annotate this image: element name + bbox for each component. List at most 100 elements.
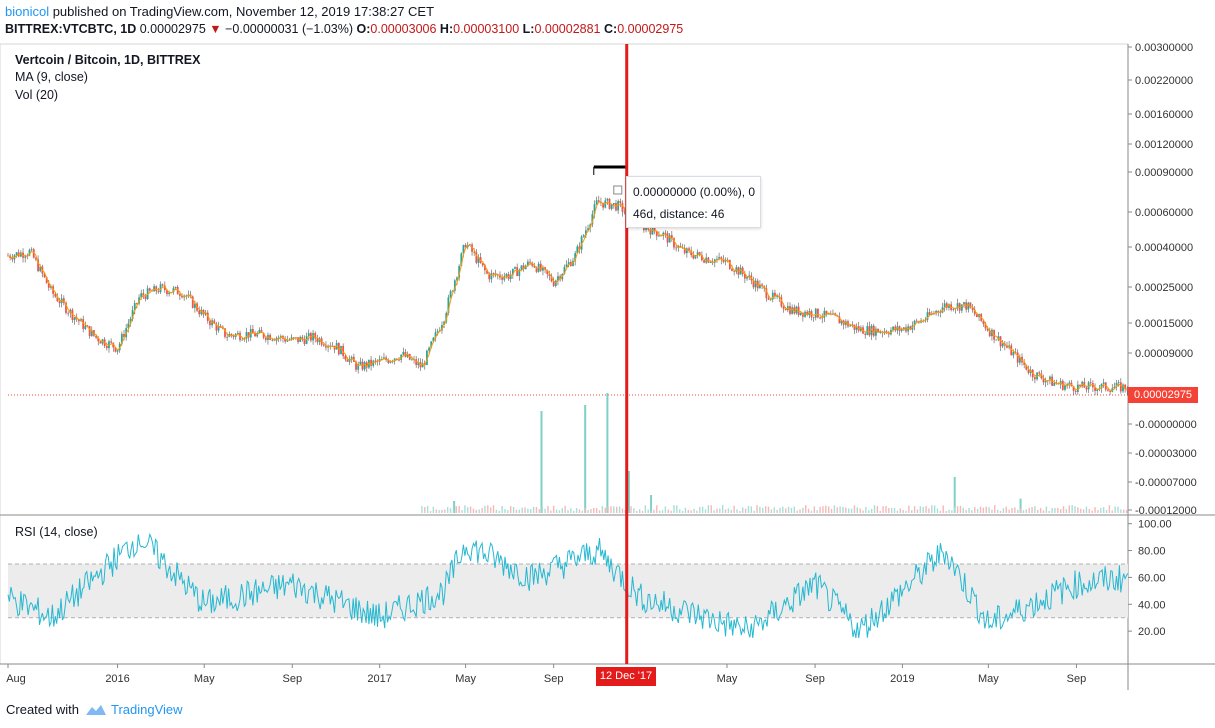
candle-body	[346, 359, 349, 362]
candle-body	[129, 318, 132, 324]
rsi-legend[interactable]: RSI (14, close)	[15, 525, 98, 539]
volume-bar	[544, 508, 546, 513]
candle-body	[793, 307, 796, 314]
candle-body	[868, 326, 871, 336]
volume-bar	[1042, 510, 1045, 513]
volume-bar	[767, 506, 770, 513]
volume-bar	[644, 505, 647, 513]
rsi-tick-label: 20.00	[1138, 626, 1166, 638]
candle-body	[488, 273, 491, 280]
candle-body	[748, 275, 751, 277]
candle-body	[593, 204, 596, 215]
volume-bar	[793, 506, 795, 513]
price-axis[interactable]: 0.00300000 0.00220000 0.00160000 0.00120000…	[1128, 42, 1197, 517]
candle-body	[505, 274, 508, 277]
candle-body	[552, 281, 555, 286]
volume-bar	[487, 505, 489, 513]
volume-bar	[953, 477, 956, 513]
footer-brand[interactable]: TradingView	[110, 702, 183, 717]
chart-title[interactable]: Vertcoin / Bitcoin, 1D, BITTREX	[15, 53, 201, 67]
volume-bar	[581, 510, 584, 513]
author-link[interactable]: bionicol	[5, 4, 50, 19]
candle-body	[649, 229, 652, 235]
ma-legend[interactable]: MA (9, close)	[15, 70, 88, 84]
candle-body	[264, 337, 267, 340]
candle-body	[1079, 384, 1081, 387]
volume-bar	[762, 507, 764, 513]
price-tick-label: 0.00300000	[1135, 42, 1193, 54]
candle-body	[224, 328, 226, 337]
volume-bar	[982, 507, 985, 513]
candle-body	[213, 320, 216, 324]
candle-body	[827, 313, 830, 315]
candle-body	[610, 204, 613, 209]
volume-bar	[606, 393, 609, 513]
candle-body	[1023, 362, 1026, 365]
candle-body	[286, 339, 289, 342]
volume-bar	[541, 506, 543, 513]
volume-bar	[710, 505, 712, 513]
volume-bar	[870, 508, 873, 513]
volume-bar	[492, 505, 495, 513]
volume-bar	[676, 505, 678, 513]
candle-body	[67, 312, 70, 314]
volume-bar	[512, 507, 515, 513]
time-tick-label: Sep	[1067, 673, 1087, 685]
candle-body	[47, 283, 50, 288]
candle-body	[1092, 383, 1094, 388]
volume-bar	[570, 508, 572, 513]
candle-body	[739, 267, 742, 275]
candle-body	[453, 280, 456, 291]
candle-body	[928, 312, 931, 315]
candle-body	[45, 277, 48, 284]
candle-body	[426, 350, 428, 365]
volume-bar	[538, 509, 541, 513]
volume-bar	[1017, 509, 1019, 513]
candle-body	[1027, 369, 1030, 373]
volume-bar	[627, 471, 630, 513]
candle-body	[595, 200, 598, 205]
crosshair-date-badge: 12 Dec '17	[596, 667, 656, 686]
volume-bar	[630, 506, 632, 513]
candle-body	[1109, 390, 1111, 392]
time-axis[interactable]: Aug 2016 May Sep 2017 May Sep May Sep 2019 May Sep	[6, 664, 1086, 685]
candle-body	[971, 307, 974, 310]
volume-bar	[819, 506, 821, 513]
volume-bar	[673, 505, 675, 513]
volume-bar	[469, 506, 472, 513]
volume-bar	[687, 509, 690, 513]
measure-tool[interactable]	[593, 165, 627, 195]
volume-bar	[1082, 509, 1085, 513]
volume-bar	[1094, 507, 1096, 513]
candle-body	[262, 332, 265, 338]
candle-body	[142, 293, 145, 296]
candle-body	[123, 333, 125, 338]
candle-body	[314, 333, 317, 339]
time-tick-label: May	[194, 673, 215, 685]
candle-body	[887, 333, 890, 335]
candle-body	[812, 317, 815, 318]
volume-bar	[865, 506, 867, 513]
volume-bar	[985, 506, 987, 513]
volume-bar	[607, 506, 609, 513]
candle-body	[509, 274, 512, 279]
candle-body	[995, 339, 998, 341]
volume-bar	[461, 510, 463, 513]
price-change: −0.00000031 (−1.03%)	[225, 22, 354, 36]
vol-legend[interactable]: Vol (20)	[15, 88, 59, 102]
volume-bar	[919, 506, 922, 513]
candle-body	[1053, 382, 1056, 386]
volume-bar	[1059, 509, 1062, 513]
time-tick-label: May	[978, 673, 999, 685]
candle-body	[1126, 389, 1129, 391]
volume-bar	[1097, 510, 1099, 513]
candle-body	[518, 269, 521, 277]
volume-bar	[444, 509, 446, 513]
candle-body	[236, 332, 239, 334]
candle-body	[1016, 352, 1019, 363]
candle-body	[1100, 384, 1103, 389]
volume-bar	[615, 506, 618, 513]
candle-body	[451, 290, 454, 292]
rsi-axis[interactable]: 100.00 80.00 60.00 40.00 20.00	[1128, 519, 1172, 638]
